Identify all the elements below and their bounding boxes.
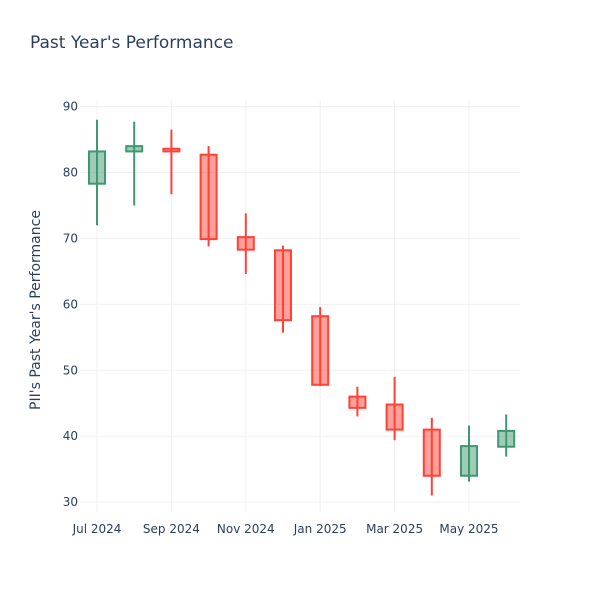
candle-body bbox=[88, 150, 106, 185]
y-tick-label: 90 bbox=[63, 100, 78, 114]
candle-increasing bbox=[460, 425, 478, 482]
candle-body bbox=[236, 236, 255, 251]
candle-decreasing bbox=[422, 417, 441, 496]
y-tick-label: 60 bbox=[63, 297, 78, 311]
x-tick-label: Sep 2024 bbox=[143, 522, 200, 536]
y-tick-label: 50 bbox=[63, 363, 78, 377]
grid bbox=[80, 100, 520, 512]
candle-increasing bbox=[88, 119, 106, 226]
candle-decreasing bbox=[199, 146, 218, 247]
candle-decreasing bbox=[236, 213, 255, 275]
y-axis-label: PII's Past Year's Performance bbox=[28, 210, 44, 410]
candle-body bbox=[422, 428, 441, 477]
y-tick-label: 70 bbox=[63, 231, 78, 245]
candle-increasing bbox=[125, 121, 144, 206]
x-tick-label: Jul 2024 bbox=[72, 522, 122, 536]
chart-title: Past Year's Performance bbox=[30, 33, 234, 53]
x-tick-label: May 2025 bbox=[439, 522, 498, 536]
candle-body bbox=[125, 145, 144, 153]
x-tick-label: Jan 2025 bbox=[293, 522, 347, 536]
candle-body bbox=[274, 249, 292, 322]
candle-body bbox=[348, 395, 367, 409]
candle-body bbox=[460, 445, 478, 477]
candle-body bbox=[497, 429, 516, 448]
x-tick-label: Mar 2025 bbox=[366, 522, 423, 536]
candle-decreasing bbox=[385, 376, 404, 441]
y-tick-label: 30 bbox=[63, 495, 78, 509]
candle-body bbox=[162, 147, 181, 153]
candle-decreasing bbox=[162, 129, 181, 195]
candle-increasing bbox=[497, 414, 516, 457]
candle-decreasing bbox=[311, 306, 330, 387]
candle-body bbox=[311, 315, 330, 386]
candle-decreasing bbox=[274, 245, 292, 333]
y-tick-label: 40 bbox=[63, 429, 78, 443]
candle-decreasing bbox=[348, 386, 367, 417]
candle-body bbox=[199, 153, 218, 241]
x-tick-label: Nov 2024 bbox=[217, 522, 275, 536]
candle-body bbox=[385, 403, 404, 431]
y-tick-label: 80 bbox=[63, 166, 78, 180]
